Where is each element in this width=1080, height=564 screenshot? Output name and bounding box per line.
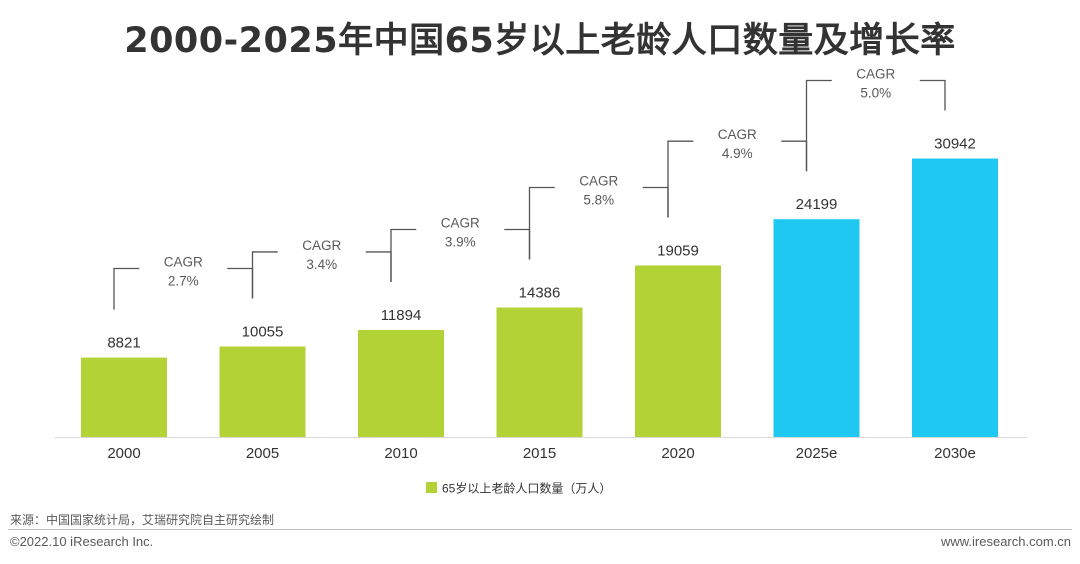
cagr-label: CAGR	[164, 255, 203, 270]
bar-value-label: 10055	[242, 324, 284, 341]
cagr-bracket-right	[365, 251, 392, 282]
cagr-label: CAGR	[302, 238, 341, 253]
cagr-bracket-left	[390, 228, 417, 282]
bar-2030e	[912, 158, 998, 437]
cagr-value: 5.8%	[583, 192, 614, 207]
cagr-bracket-left	[528, 186, 555, 260]
cagr-value: 3.4%	[306, 257, 337, 272]
x-tick-label: 2015	[523, 445, 556, 462]
cagr-value: 2.7%	[168, 274, 199, 289]
cagr-bracket-right	[504, 228, 531, 260]
bar-value-label: 19059	[657, 242, 699, 259]
cagr-label: CAGR	[441, 216, 480, 231]
copyright: ©2022.10 iResearch Inc.	[10, 534, 154, 549]
bar-2010	[358, 329, 444, 437]
bar-value-label: 11894	[381, 307, 422, 324]
bar-value-label: 8821	[107, 335, 140, 352]
cagr-bracket-right	[642, 186, 669, 218]
source-note: 来源：中国国家统计局，艾瑞研究院自主研究绘制	[10, 513, 275, 527]
cagr-bracket-left	[251, 251, 278, 299]
chart-title: 2000-2025年中国65岁以上老龄人口数量及增长率	[124, 21, 956, 61]
x-tick-label: 2030e	[934, 445, 976, 462]
cagr-label: CAGR	[718, 127, 757, 142]
cagr-bracket-left	[113, 267, 140, 310]
cagr-label: CAGR	[579, 173, 618, 188]
bar-value-label: 14386	[519, 285, 561, 302]
bar-2015	[496, 307, 583, 437]
cagr-value: 5.0%	[860, 86, 891, 101]
x-tick-label: 2020	[661, 445, 694, 462]
legend-label: 65岁以上老龄人口数量（万人）	[442, 481, 611, 496]
cagr-value: 3.9%	[445, 235, 476, 250]
cagr-bracket-right	[227, 267, 254, 299]
cagr-bracket-left	[805, 79, 832, 172]
legend-swatch	[426, 482, 437, 493]
x-tick-label: 2010	[384, 445, 417, 462]
footer-divider	[8, 529, 1072, 530]
website-link[interactable]: www.iresearch.com.cn	[940, 534, 1071, 549]
cagr-bracket-left	[667, 140, 694, 218]
bar-2000	[81, 357, 167, 437]
cagr-label: CAGR	[856, 67, 895, 82]
x-tick-label: 2000	[107, 445, 140, 462]
bar-2020	[635, 265, 721, 437]
cagr-bracket-right	[781, 140, 808, 172]
bar-2005	[219, 346, 306, 437]
bar-value-label: 24199	[796, 196, 838, 213]
bar-2025e	[773, 219, 860, 437]
x-tick-label: 2025e	[796, 445, 838, 462]
bar-value-label: 30942	[934, 136, 976, 153]
cagr-value: 4.9%	[722, 146, 753, 161]
x-tick-label: 2005	[246, 445, 279, 462]
cagr-bracket-right	[919, 79, 946, 111]
